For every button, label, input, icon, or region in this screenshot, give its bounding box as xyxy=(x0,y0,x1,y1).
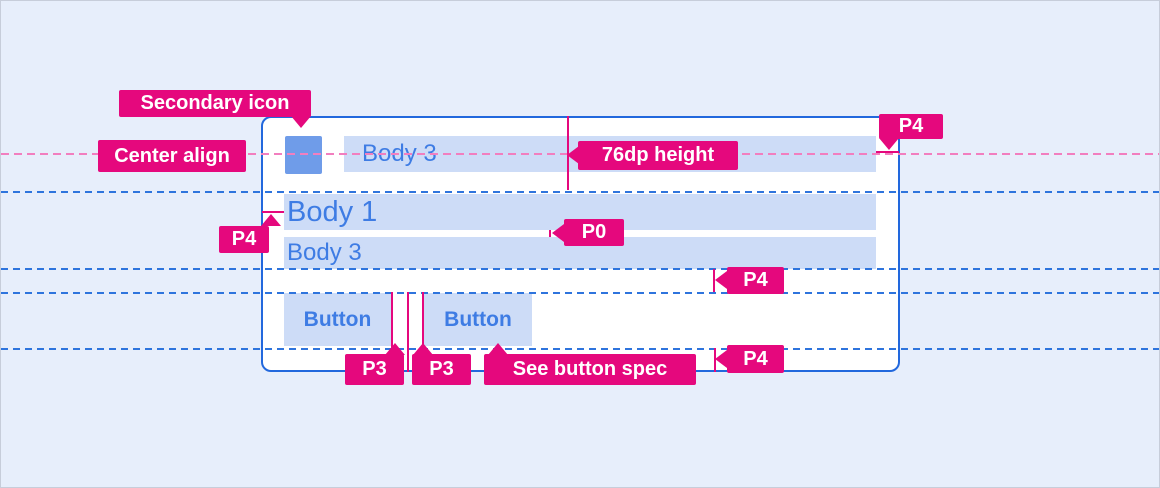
annotation-p4-left-pointer xyxy=(261,214,281,226)
measure-line-p4-right-mid xyxy=(713,269,715,292)
annotation-p0-pointer xyxy=(552,224,564,242)
annotation-p4-top-right-text: P4 xyxy=(898,115,924,137)
annotation-p3-second-pointer xyxy=(413,343,433,355)
annotation-center-align: Center align xyxy=(98,140,246,172)
keyline-above-buttons xyxy=(1,292,1159,294)
button1-label: Button xyxy=(303,307,372,331)
annotation-p4-right-bottom-text: P4 xyxy=(743,347,768,370)
annotation-p3-second-text: P3 xyxy=(429,358,454,380)
measure-line-p3-middle xyxy=(407,292,409,372)
annotation-p3-first-text: P3 xyxy=(362,358,387,380)
measure-line-p4-left xyxy=(262,211,284,213)
annotation-p4-right-bottom: P4 xyxy=(727,345,784,373)
annotation-76dp-height-pointer xyxy=(567,146,579,164)
annotation-p4-left: P4 xyxy=(219,226,269,253)
banner-button-2[interactable]: Button xyxy=(424,293,532,346)
annotation-p4-top-right: P4 xyxy=(879,114,943,139)
annotation-p3-first-pointer xyxy=(385,343,405,355)
annotation-secondary-icon: Secondary icon xyxy=(119,90,311,117)
body3-text: Body 3 xyxy=(287,239,362,266)
measure-line-p3-button1-edge xyxy=(391,292,393,349)
keyline-below-body-text xyxy=(1,268,1159,270)
annotation-p3-first: P3 xyxy=(345,354,404,385)
annotation-p4-right-mid-text: P4 xyxy=(743,269,768,291)
annotation-p4-right-mid: P4 xyxy=(727,267,784,294)
banner-button-1[interactable]: Button xyxy=(284,293,391,346)
annotation-p0-text: P0 xyxy=(581,221,607,243)
annotation-p0: P0 xyxy=(564,219,624,246)
annotation-p4-right-bottom-pointer xyxy=(715,350,727,368)
annotation-center-align-text: Center align xyxy=(114,144,230,167)
keyline-below-helper-row xyxy=(1,191,1159,193)
measure-line-p4-top-right xyxy=(876,151,899,153)
annotation-secondary-icon-text: Secondary icon xyxy=(140,92,290,114)
secondary-icon xyxy=(285,136,322,174)
annotation-see-button-spec-text: See button spec xyxy=(512,358,668,380)
annotation-see-button-spec-pointer xyxy=(488,343,508,355)
body1-text: Body 1 xyxy=(287,195,378,228)
measure-line-p3-button2-edge xyxy=(422,292,424,348)
annotation-p4-top-right-pointer xyxy=(879,138,899,150)
button2-label: Button xyxy=(444,307,512,331)
annotation-p4-left-text: P4 xyxy=(231,228,257,250)
annotation-76dp-height-text: 76dp height xyxy=(601,144,715,166)
keyline-below-buttons xyxy=(1,348,1159,350)
annotation-p4-right-mid-pointer xyxy=(715,271,727,289)
measure-tick-p0 xyxy=(549,230,551,237)
annotation-76dp-height: 76dp height xyxy=(578,141,738,170)
annotation-see-button-spec: See button spec xyxy=(484,354,696,385)
annotation-secondary-icon-pointer xyxy=(291,116,311,128)
annotation-p3-second: P3 xyxy=(412,354,471,385)
